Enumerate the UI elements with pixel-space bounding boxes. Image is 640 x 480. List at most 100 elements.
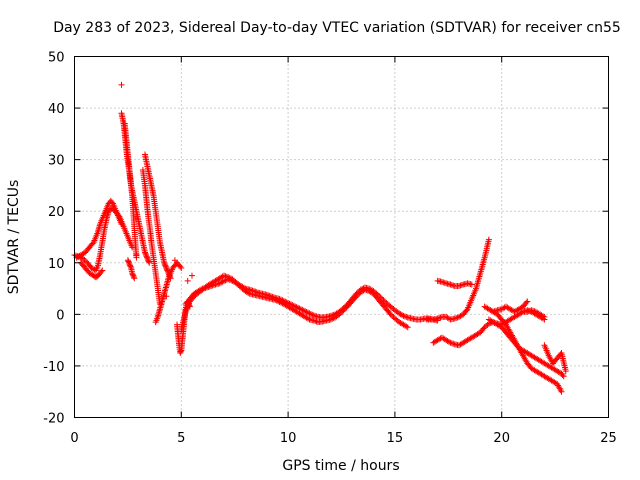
data-point: [305, 309, 312, 316]
data-point: [161, 261, 168, 268]
data-point: [446, 338, 453, 345]
data-point: [98, 268, 105, 275]
data-point: [389, 312, 396, 319]
data-point: [436, 314, 443, 321]
data-point: [178, 264, 185, 271]
data-point: [125, 258, 132, 265]
data-point: [142, 250, 149, 257]
data-point: [299, 306, 306, 313]
data-point: [118, 81, 125, 88]
data-point: [145, 258, 152, 265]
series-outliers: [118, 81, 195, 300]
data-point: [340, 307, 347, 314]
data-point: [524, 307, 531, 314]
data-point: [146, 259, 153, 266]
data-point: [490, 308, 497, 315]
data-point: [558, 388, 565, 395]
data-point: [441, 279, 448, 286]
data-point: [230, 277, 237, 284]
y-tick-label: 10: [48, 257, 65, 272]
chart-title: Day 283 of 2023, Sidereal Day-to-day VTE…: [53, 20, 621, 36]
axis-ticks: 0 5 10 15 20 25 -20 -10 0 10 20 30 40 50: [43, 51, 617, 447]
data-point: [162, 262, 169, 269]
data-point: [539, 315, 546, 322]
x-tick-label: 10: [280, 431, 297, 446]
y-tick-label: 0: [56, 308, 64, 323]
data-point: [127, 262, 134, 269]
data-point: [171, 257, 178, 264]
series-trace-l: [178, 272, 411, 333]
data-point: [307, 311, 314, 318]
data-point: [457, 282, 464, 289]
data-point: [99, 267, 106, 274]
data-point: [364, 287, 371, 294]
data-point: [524, 298, 531, 305]
data-point: [361, 286, 368, 293]
data-point: [523, 299, 530, 306]
y-tick-label: -10: [43, 360, 64, 375]
data-point: [188, 272, 195, 279]
data-point: [485, 236, 492, 243]
data-point: [130, 272, 137, 279]
y-tick-label: 20: [48, 205, 65, 220]
data-point: [129, 270, 136, 277]
x-tick-label: 5: [177, 431, 185, 446]
x-tick-label: 15: [387, 431, 404, 446]
x-tick-label: 20: [493, 431, 510, 446]
y-tick-label: 40: [48, 102, 65, 117]
data-point: [127, 263, 134, 270]
data-point: [163, 293, 170, 300]
data-point: [131, 275, 138, 282]
data-point: [312, 312, 319, 319]
data-point: [493, 307, 500, 314]
data-point: [400, 312, 407, 319]
data-point: [463, 307, 470, 314]
data-point: [223, 273, 230, 280]
data-point: [81, 257, 88, 264]
data-point: [454, 314, 461, 321]
data-point: [403, 313, 410, 320]
data-point: [525, 307, 532, 314]
data-point: [309, 311, 316, 318]
data-point: [163, 264, 170, 271]
data-point: [337, 309, 344, 316]
data-point: [327, 316, 334, 323]
data-point: [305, 315, 312, 322]
series-trace-t: [541, 342, 569, 375]
data-point: [306, 310, 313, 317]
series-trace-b: [73, 197, 125, 261]
series-trace-q: [485, 316, 567, 380]
data-point: [521, 308, 528, 315]
data-point: [177, 263, 184, 270]
data-point: [229, 276, 236, 283]
data-point: [277, 299, 284, 306]
data-point: [303, 308, 310, 315]
data-point: [162, 263, 169, 270]
data-point: [310, 317, 317, 324]
data-point: [450, 340, 457, 347]
x-tick-label: 25: [600, 431, 617, 446]
data-point: [302, 308, 309, 315]
series-trace-r: [490, 298, 531, 315]
data-point: [236, 283, 243, 290]
series-trace-h: [139, 166, 163, 308]
data-point: [453, 314, 460, 321]
data-point: [520, 308, 527, 315]
data-point: [339, 308, 346, 315]
data-point: [447, 339, 454, 346]
data-point: [126, 261, 133, 268]
data-point: [221, 277, 228, 284]
data-point: [354, 291, 361, 298]
data-point: [434, 315, 441, 322]
plot-frame: [74, 56, 609, 418]
data-point: [329, 315, 336, 322]
data-point: [399, 312, 406, 319]
series-trace-e: [121, 120, 140, 261]
data-point: [313, 313, 320, 320]
data-point: [297, 306, 304, 313]
data-point: [245, 289, 252, 296]
data-point: [124, 257, 131, 264]
data-point: [390, 314, 397, 321]
data-point: [438, 278, 445, 285]
data-point: [518, 309, 525, 316]
